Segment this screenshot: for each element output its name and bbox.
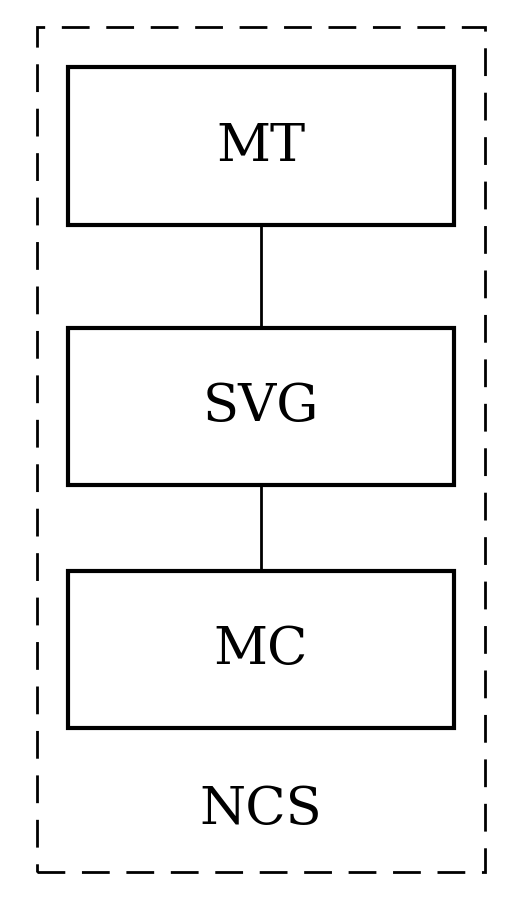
Text: MC: MC — [214, 624, 308, 675]
Bar — [68, 571, 454, 728]
Text: MT: MT — [217, 120, 305, 172]
Text: NCS: NCS — [199, 784, 323, 834]
Bar — [68, 328, 454, 485]
Bar — [37, 27, 485, 872]
Bar — [68, 67, 454, 225]
Text: SVG: SVG — [203, 381, 319, 432]
